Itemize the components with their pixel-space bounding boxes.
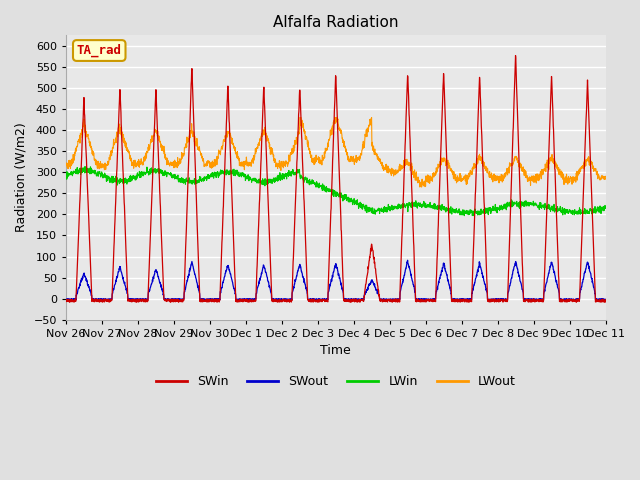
Title: Alfalfa Radiation: Alfalfa Radiation bbox=[273, 15, 399, 30]
X-axis label: Time: Time bbox=[321, 344, 351, 357]
Legend: SWin, SWout, LWin, LWout: SWin, SWout, LWin, LWout bbox=[151, 370, 521, 393]
Y-axis label: Radiation (W/m2): Radiation (W/m2) bbox=[15, 123, 28, 232]
Text: TA_rad: TA_rad bbox=[77, 44, 122, 57]
